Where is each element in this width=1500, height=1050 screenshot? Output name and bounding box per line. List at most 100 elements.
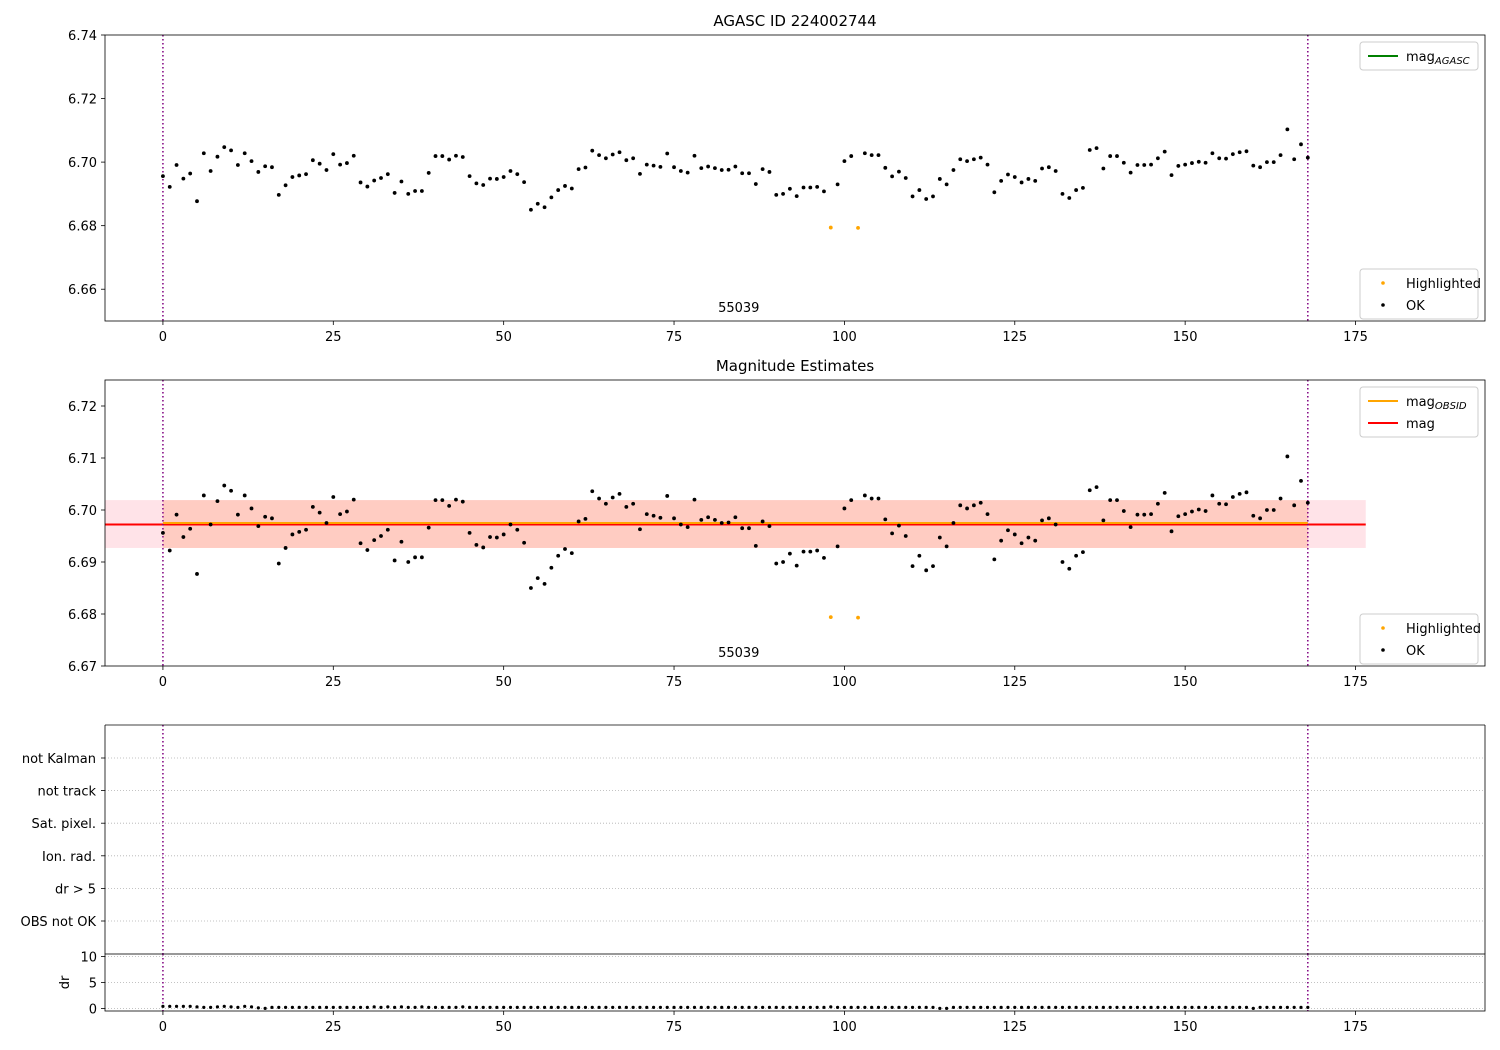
y-tick-label: 6.66 — [68, 283, 97, 298]
y-tick-label: 6.70 — [68, 156, 97, 171]
ok-point — [358, 180, 363, 185]
ok-point — [447, 157, 452, 162]
dr-point — [754, 1005, 758, 1009]
ok-point — [876, 153, 881, 158]
dr-point — [1060, 1005, 1065, 1009]
dr-point — [1244, 1005, 1249, 1009]
dr-point — [536, 1005, 540, 1009]
x-tick-label: 50 — [495, 330, 512, 345]
dr-point — [1156, 1005, 1160, 1009]
ok-point — [747, 171, 751, 176]
ok-point — [781, 191, 785, 196]
ok-point — [713, 517, 717, 522]
ok-point — [1121, 509, 1126, 513]
ok-point — [515, 172, 520, 177]
ok-point — [638, 171, 642, 176]
ok-point — [297, 173, 302, 178]
dr-point — [992, 1005, 996, 1009]
legend-lower: Highlighted OK — [1359, 613, 1481, 665]
dr-point — [440, 1005, 444, 1009]
ok-point — [569, 551, 574, 556]
ok-point — [999, 178, 1004, 183]
flag-label: Ion. rad. — [42, 850, 96, 865]
ok-point — [767, 524, 772, 529]
ok-point — [897, 523, 901, 528]
x-tick-label: 150 — [1173, 1020, 1198, 1035]
ok-point — [542, 581, 547, 586]
dr-point — [372, 1005, 376, 1009]
ok-point — [208, 522, 213, 527]
dr-point — [577, 1005, 581, 1009]
ok-point — [399, 179, 404, 184]
ok-point — [201, 493, 206, 498]
ok-point — [413, 189, 417, 193]
x-tick-label: 0 — [159, 330, 167, 345]
x-tick-label: 175 — [1343, 330, 1368, 345]
dr-point — [951, 1005, 956, 1009]
ok-point — [331, 495, 336, 499]
dr-point — [774, 1005, 778, 1009]
ok-point — [1196, 507, 1201, 512]
ok-point — [556, 188, 561, 192]
dr-point — [1040, 1005, 1044, 1009]
highlighted-point — [828, 225, 833, 230]
ok-point — [931, 194, 935, 199]
x-tick-label: 75 — [666, 1020, 683, 1035]
ok-point — [1006, 528, 1010, 533]
legend-label-subscript: OBSID — [1435, 401, 1467, 412]
dr-point — [161, 1004, 165, 1008]
ok-point — [849, 498, 854, 503]
dr-point — [399, 1005, 404, 1009]
ok-point — [1162, 149, 1167, 154]
dr-point — [338, 1005, 342, 1009]
dr-point — [1101, 1005, 1105, 1009]
ok-point — [1244, 490, 1249, 495]
ok-point — [201, 151, 206, 156]
ok-point — [808, 549, 813, 554]
ok-point — [563, 184, 567, 188]
ok-point — [556, 553, 561, 558]
ok-point — [958, 503, 963, 508]
dr-point — [999, 1005, 1003, 1009]
dr-point — [1203, 1005, 1208, 1009]
ok-point — [290, 532, 295, 537]
ok-point — [501, 532, 506, 537]
ok-point — [624, 158, 629, 163]
ok-point — [1149, 512, 1153, 517]
dr-point — [243, 1004, 247, 1008]
dr-point — [345, 1005, 349, 1009]
dr-point — [931, 1005, 935, 1009]
ok-point — [1012, 175, 1017, 179]
ok-point — [1210, 493, 1215, 498]
dr-point — [631, 1005, 635, 1009]
dr-point — [904, 1005, 908, 1009]
ok-point — [1053, 522, 1058, 527]
dr-point — [467, 1005, 472, 1009]
legend-dot-swatch — [1381, 648, 1385, 652]
ok-point — [937, 535, 942, 540]
ok-point — [385, 172, 390, 177]
ok-point — [1258, 165, 1263, 170]
ok-point — [658, 515, 663, 520]
dr-point — [1122, 1005, 1126, 1009]
ok-point — [651, 513, 656, 518]
x-tick-label: 125 — [1002, 330, 1027, 345]
ok-point — [699, 166, 704, 171]
dr-point — [761, 1005, 765, 1009]
ok-point — [324, 168, 329, 172]
dr-point — [454, 1005, 458, 1009]
ok-point — [706, 515, 711, 520]
ok-point — [1169, 173, 1174, 178]
ok-point — [999, 538, 1004, 543]
dr-point — [624, 1005, 628, 1009]
ok-point — [1074, 188, 1079, 192]
y-tick-label: 10 — [80, 951, 97, 966]
dr-point — [658, 1005, 663, 1009]
axes-frame — [104, 379, 1486, 667]
dr-point — [1285, 1005, 1289, 1009]
ok-point — [767, 170, 772, 174]
ok-point — [781, 560, 785, 564]
ok-point — [631, 501, 636, 506]
ok-point — [801, 185, 806, 190]
ok-point — [603, 156, 608, 161]
